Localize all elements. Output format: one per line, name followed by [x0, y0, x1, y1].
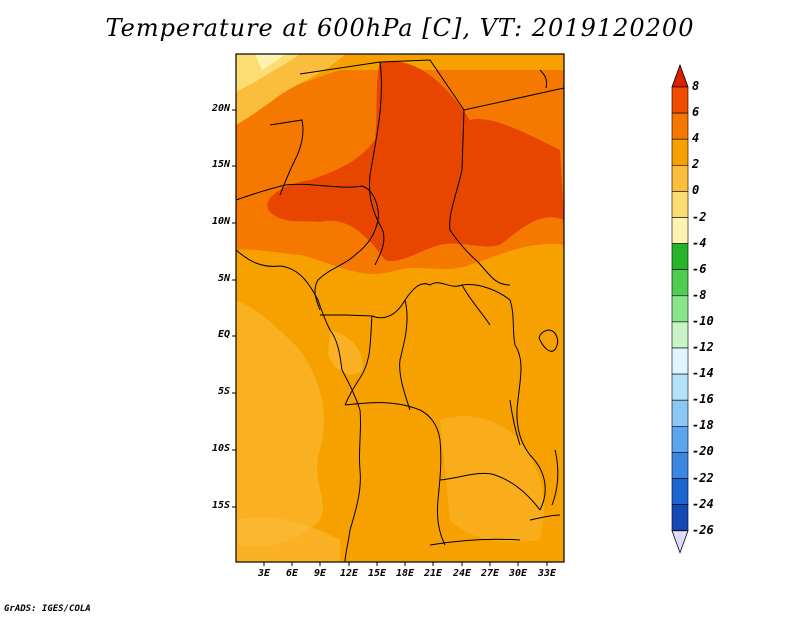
colorbar-level-label: 8 — [692, 79, 700, 93]
colorbar-level-label: -14 — [692, 366, 714, 381]
colorbar-level-label: -26 — [692, 522, 714, 537]
map-title: Temperature at 600hPa [C], VT: 201912020… — [105, 14, 695, 42]
lon-tick-label: 24E — [452, 568, 472, 579]
colorbar-level-label: 6 — [692, 105, 700, 120]
colorbar-level-label: -20 — [692, 444, 714, 459]
lat-tick-label: 10S — [211, 443, 230, 454]
colorbar-box — [671, 321, 689, 349]
colorbar-level-label: -24 — [692, 496, 714, 511]
colorbar-level-label: -10 — [692, 313, 714, 328]
colorbar-level-label: -6 — [692, 261, 707, 276]
colorbar-bottom-triangle — [671, 530, 689, 554]
colorbar-box — [671, 478, 689, 505]
colorbar-box — [671, 373, 689, 401]
lon-tick-label: 18E — [395, 568, 415, 579]
colorbar-top-triangle — [671, 63, 689, 88]
lat-tick-label: 5N — [217, 273, 230, 284]
colorbar-level-label: -2 — [692, 209, 707, 224]
colorbar-box — [671, 347, 689, 375]
colorbar-box — [671, 504, 689, 532]
colorbar-box — [671, 86, 689, 114]
colorbar-box — [671, 269, 689, 297]
axis-ticks — [232, 109, 548, 566]
lat-tick-label: EQ — [217, 329, 230, 340]
colorbar-box — [671, 112, 689, 140]
credit-text: GrADS: IGES/COLA — [4, 604, 91, 614]
lat-tick-label: 5S — [217, 386, 230, 397]
colorbar — [671, 63, 689, 554]
colorbar-level-label: 2 — [692, 157, 700, 172]
colorbar-level-label: 0 — [692, 183, 700, 198]
lat-tick-label: 10N — [211, 216, 230, 227]
map-frame — [235, 53, 565, 563]
colorbar-box — [671, 425, 689, 453]
colorbar-box — [671, 138, 689, 166]
colorbar-level-label: -16 — [692, 392, 714, 407]
colorbar-level-label: -8 — [692, 287, 707, 302]
lon-tick-label: 3E — [257, 568, 271, 579]
colorbar-box — [671, 165, 689, 192]
colorbar-level-label: -12 — [692, 340, 714, 354]
colorbar-box — [671, 191, 689, 218]
colorbar-level-label: -22 — [692, 470, 714, 485]
lat-tick-label: 15N — [211, 159, 230, 170]
country-borders — [236, 59, 564, 562]
colorbar-box — [671, 217, 689, 244]
lon-tick-label: 9E — [313, 568, 327, 579]
colorbar-box — [671, 452, 689, 479]
colorbar-level-label: 4 — [692, 131, 700, 146]
lon-tick-label: 33E — [537, 568, 557, 579]
lon-tick-label: 30E — [508, 568, 528, 579]
colorbar-box — [671, 295, 689, 323]
lon-tick-label: 27E — [480, 568, 500, 579]
lon-tick-label: 12E — [339, 568, 359, 579]
lat-tick-label: 15S — [211, 500, 230, 511]
colorbar-box — [671, 399, 689, 427]
lon-tick-label: 15E — [367, 568, 387, 579]
lat-tick-label: 20N — [211, 103, 230, 114]
colorbar-level-label: -18 — [692, 418, 714, 433]
colorbar-level-label: -4 — [692, 235, 707, 250]
colorbar-box — [671, 243, 689, 271]
lon-tick-label: 6E — [285, 568, 299, 579]
lon-tick-label: 21E — [423, 568, 443, 579]
